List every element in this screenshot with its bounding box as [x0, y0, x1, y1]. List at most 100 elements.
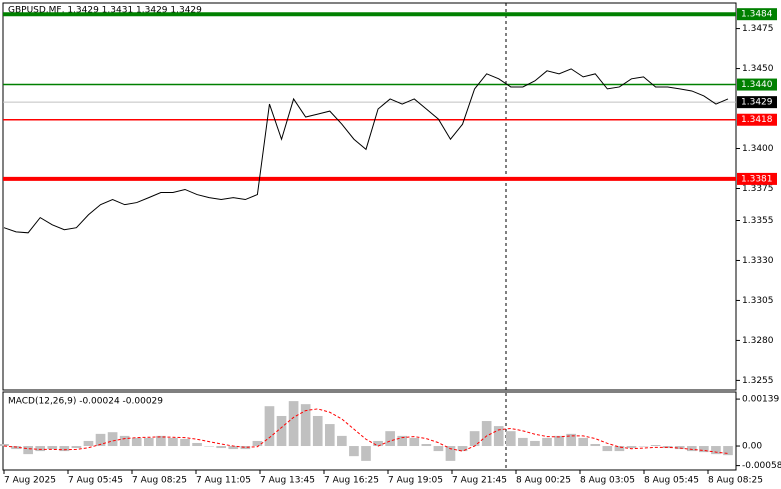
macd-bar — [71, 446, 82, 449]
macd-bar — [566, 433, 576, 447]
macd-bar — [228, 446, 239, 450]
macd-bar — [518, 437, 528, 447]
macd-bar — [674, 446, 685, 450]
macd-bar — [626, 446, 637, 449]
y-tick-label: 1.3280 — [742, 336, 774, 346]
signal-line — [3, 408, 729, 454]
level-label-box — [737, 8, 777, 21]
last-price-label: 1.3429 — [741, 98, 773, 108]
macd-bar — [0, 444, 9, 447]
macd-bar — [192, 442, 202, 447]
y-tick-label: 1.3475 — [742, 24, 774, 34]
y-tick-label: 1.3330 — [742, 256, 774, 266]
macd-bar — [47, 446, 58, 450]
x-tick-label: 7 Aug 05:45 — [68, 476, 123, 486]
macd-bar — [95, 433, 106, 447]
x-tick-label: 7 Aug 13:45 — [260, 476, 315, 486]
x-tick-label: 7 Aug 2025 — [4, 476, 56, 486]
macd-bar — [23, 446, 33, 455]
level-label: 1.3381 — [741, 174, 773, 184]
macd-bar — [324, 424, 335, 447]
macd-bar — [143, 437, 154, 447]
macd-bar — [409, 437, 420, 447]
x-tick-label: 7 Aug 08:25 — [132, 476, 187, 486]
level-label-box — [737, 113, 777, 126]
chart-title: GBPUSD.MF, 1.3429 1.3431 1.3429 1.3429 — [8, 6, 202, 16]
macd-bar — [530, 440, 540, 447]
macd-bar — [469, 431, 480, 447]
y-tick-label: 1.3355 — [742, 216, 774, 226]
macd-bar — [699, 446, 709, 453]
y-tick-label: 1.3400 — [742, 144, 774, 154]
macd-bar — [686, 446, 697, 452]
last-price-box — [737, 96, 777, 109]
macd-bar — [156, 435, 166, 447]
macd-bar — [168, 437, 178, 447]
macd-bar — [11, 446, 21, 450]
macd-bar — [276, 415, 287, 447]
level-label-box — [737, 78, 777, 91]
macd-bar — [131, 437, 142, 447]
macd-bar — [83, 440, 94, 447]
macd-bar — [59, 446, 70, 452]
macd-bar — [650, 445, 661, 447]
macd-bar — [602, 446, 613, 452]
x-tick-label: 7 Aug 16:25 — [324, 476, 379, 486]
macd-bar — [554, 435, 564, 447]
macd-bar — [445, 446, 456, 461]
macd-bar — [107, 432, 118, 447]
x-tick-label: 7 Aug 21:45 — [452, 476, 507, 486]
macd-bar — [119, 435, 130, 447]
price-line — [3, 68, 729, 234]
x-tick-label: 7 Aug 19:05 — [388, 476, 443, 486]
level-label: 1.3440 — [741, 80, 773, 90]
macd-bar — [638, 446, 649, 447]
macd-title: MACD(12,26,9) -0.00024 -0.00029 — [8, 397, 163, 407]
macd-bar — [723, 446, 733, 456]
macd-bar — [216, 446, 227, 449]
x-tick-label: 8 Aug 05:45 — [644, 476, 699, 486]
macd-bar — [397, 435, 408, 447]
macd-bar — [457, 446, 468, 452]
macd-bar — [481, 421, 492, 447]
macd-bar — [204, 446, 214, 447]
y-tick-label: 0.00139 — [742, 395, 779, 405]
macd-bar — [180, 438, 190, 447]
macd-bar — [542, 437, 552, 447]
macd-bar — [493, 426, 504, 447]
macd-bar — [288, 401, 299, 447]
macd-bar — [264, 406, 275, 447]
macd-bar — [614, 446, 625, 452]
x-tick-label: 7 Aug 11:05 — [196, 476, 251, 486]
macd-bar — [337, 435, 347, 447]
macd-bar — [35, 446, 46, 452]
level-label: 1.3484 — [741, 10, 773, 20]
y-tick-label: 1.3375 — [742, 184, 774, 194]
x-tick-label: 8 Aug 00:25 — [516, 476, 571, 486]
level-label-box — [737, 172, 777, 185]
y-tick-label: 1.3255 — [742, 376, 774, 386]
macd-bar — [421, 444, 432, 447]
macd-bar — [590, 444, 601, 447]
macd-bar — [505, 431, 516, 447]
macd-frame — [2, 391, 737, 471]
macd-bar — [361, 446, 371, 461]
macd-bar — [312, 415, 323, 447]
macd-bar — [300, 404, 311, 447]
y-tick-label: 1.3450 — [742, 64, 774, 74]
macd-bar — [578, 437, 589, 447]
y-tick-label: -0.00058 — [742, 461, 781, 471]
macd-bar — [373, 440, 383, 447]
y-tick-label: 1.3305 — [742, 296, 774, 306]
macd-bar — [252, 440, 263, 447]
level-label: 1.3418 — [741, 115, 773, 125]
macd-bar — [385, 431, 395, 447]
y-tick-label: 0.00 — [742, 442, 762, 452]
macd-bar — [349, 446, 359, 457]
x-tick-label: 8 Aug 08:25 — [708, 476, 763, 486]
macd-bar — [433, 446, 444, 452]
macd-bar — [711, 446, 721, 455]
price-frame — [2, 2, 737, 391]
x-tick-label: 8 Aug 03:05 — [580, 476, 635, 486]
